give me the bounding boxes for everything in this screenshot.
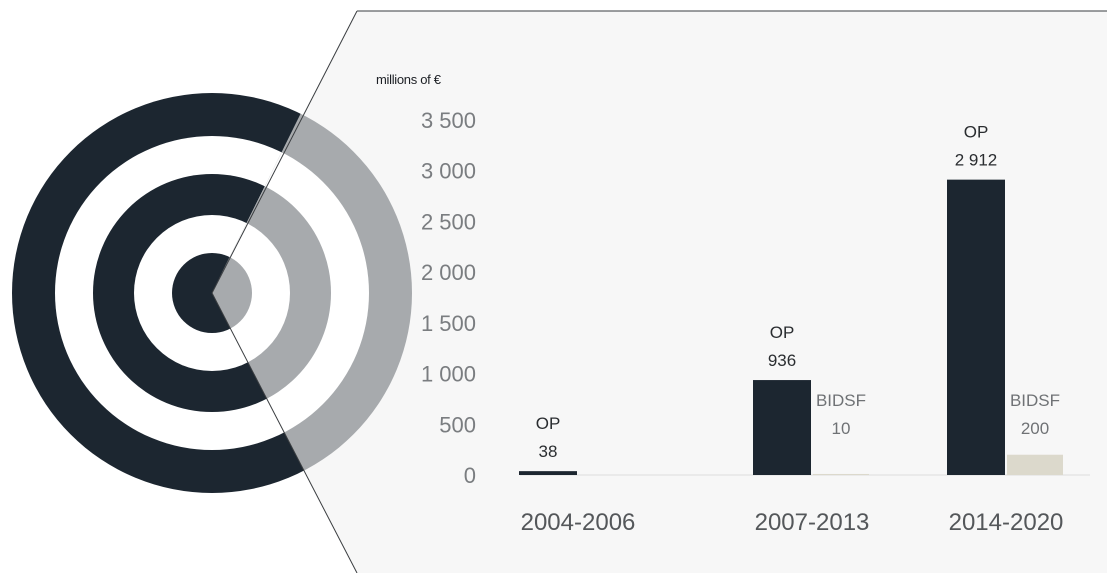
- y-axis-unit-label: millions of €: [376, 72, 441, 87]
- data-label-value: 10: [832, 419, 851, 438]
- data-label-value: 936: [768, 351, 796, 370]
- bar-op: [753, 380, 811, 475]
- x-tick-label: 2014-2020: [949, 509, 1064, 536]
- chart-panel: [212, 11, 1107, 573]
- data-label-value: 200: [1021, 419, 1049, 438]
- data-label-series: OP: [770, 323, 795, 342]
- data-label-series: BIDSF: [816, 391, 866, 410]
- y-tick-label: 1 000: [421, 362, 476, 387]
- bar-bidsf: [1007, 454, 1063, 475]
- y-tick-label: 2 500: [421, 209, 476, 234]
- y-tick-label: 3 000: [421, 159, 476, 184]
- target-graphic-grey: [212, 93, 412, 493]
- data-label-series: OP: [964, 123, 989, 142]
- y-tick-label: 2 000: [421, 260, 476, 285]
- bar-bidsf: [813, 473, 869, 475]
- y-tick-label: 1 500: [421, 311, 476, 336]
- data-label-value: 2 912: [955, 151, 998, 170]
- bar-op: [519, 471, 577, 475]
- y-tick-label: 3 500: [421, 108, 476, 133]
- data-label-series: BIDSF: [1010, 391, 1060, 410]
- data-label-series: OP: [536, 414, 561, 433]
- divider-upper: [211, 10, 358, 294]
- divider-lower: [211, 292, 358, 574]
- x-tick-label: 2007-2013: [755, 509, 870, 536]
- y-tick-label: 500: [439, 412, 476, 437]
- bar-op: [947, 179, 1005, 475]
- y-tick-label: 0: [464, 463, 476, 488]
- chart-marks: 0 500 1 000 1 500 2 000 2 500 3 000 3 500 2004-2…: [421, 108, 1063, 536]
- x-tick-label: 2004-2006: [521, 509, 636, 536]
- data-label-value: 38: [539, 442, 558, 461]
